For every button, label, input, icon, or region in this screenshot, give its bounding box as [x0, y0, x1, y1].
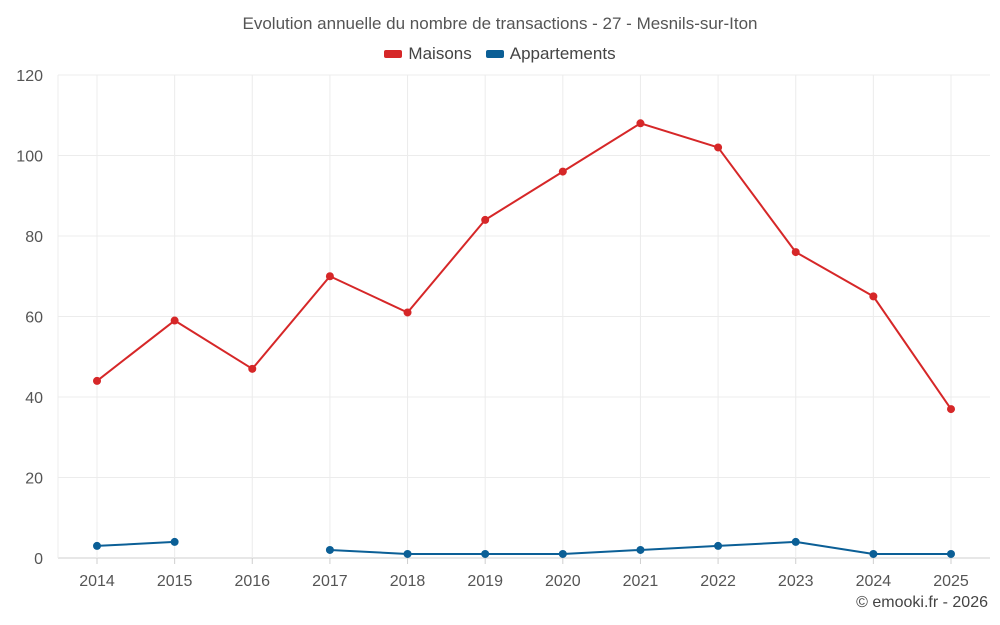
point-appartements-2015 — [170, 537, 179, 546]
point-maisons-2016 — [248, 364, 257, 373]
point-maisons-2020 — [558, 167, 567, 176]
x-tick-label-2023: 2023 — [778, 573, 814, 590]
y-tick-label-120: 120 — [16, 68, 43, 85]
chart-legend: Maisons Appartements — [0, 44, 1000, 64]
y-tick-label-60: 60 — [25, 310, 43, 327]
x-tick-label-2014: 2014 — [79, 573, 115, 590]
point-maisons-2017 — [325, 272, 334, 281]
x-tick-label-2018: 2018 — [390, 573, 426, 590]
point-maisons-2024 — [869, 292, 878, 301]
y-tick-label-40: 40 — [25, 390, 43, 407]
series-line-appartements-segment-0 — [96, 540, 175, 547]
point-appartements-2021 — [636, 545, 645, 554]
x-tick-label-2025: 2025 — [933, 573, 969, 590]
point-appartements-2024 — [869, 549, 878, 558]
x-tick-label-2017: 2017 — [312, 573, 348, 590]
legend-label-maisons: Maisons — [408, 44, 472, 63]
x-tick-label-2015: 2015 — [157, 573, 193, 590]
point-appartements-2025 — [947, 549, 955, 558]
legend-item-appartements[interactable]: Appartements — [485, 44, 616, 64]
point-appartements-2019 — [481, 549, 490, 558]
credit-text: © emooki.fr - 2026 — [856, 594, 988, 611]
legend-swatch-maisons — [384, 50, 403, 58]
point-maisons-2021 — [636, 119, 645, 128]
legend-item-maisons[interactable]: Maisons — [384, 44, 472, 64]
point-appartements-2014 — [93, 541, 101, 550]
y-tick-label-80: 80 — [25, 229, 43, 246]
legend-swatch-appartements — [485, 50, 504, 58]
y-tick-label-0: 0 — [34, 551, 43, 568]
x-tick-label-2020: 2020 — [545, 573, 581, 590]
point-appartements-2018 — [403, 549, 412, 558]
point-appartements-2017 — [325, 545, 334, 554]
point-maisons-2023 — [791, 248, 800, 257]
series-line-maisons-segment-0 — [96, 122, 952, 410]
point-maisons-2019 — [481, 215, 490, 224]
x-tick-label-2016: 2016 — [234, 573, 270, 590]
x-tick-label-2019: 2019 — [467, 573, 503, 590]
y-tick-label-100: 100 — [16, 149, 43, 166]
x-tick-label-2021: 2021 — [623, 573, 659, 590]
point-appartements-2022 — [714, 541, 723, 550]
point-maisons-2014 — [93, 376, 101, 385]
x-tick-label-2022: 2022 — [700, 573, 736, 590]
legend-label-appartements: Appartements — [509, 44, 616, 63]
point-maisons-2018 — [403, 308, 412, 317]
point-appartements-2020 — [558, 549, 567, 558]
x-tick-label-2024: 2024 — [856, 573, 892, 590]
point-maisons-2022 — [714, 143, 723, 152]
y-tick-label-20: 20 — [25, 471, 43, 488]
point-appartements-2023 — [791, 537, 800, 546]
point-maisons-2025 — [947, 405, 955, 414]
chart-title: Evolution annuelle du nombre de transact… — [242, 14, 758, 33]
point-maisons-2015 — [170, 316, 179, 325]
